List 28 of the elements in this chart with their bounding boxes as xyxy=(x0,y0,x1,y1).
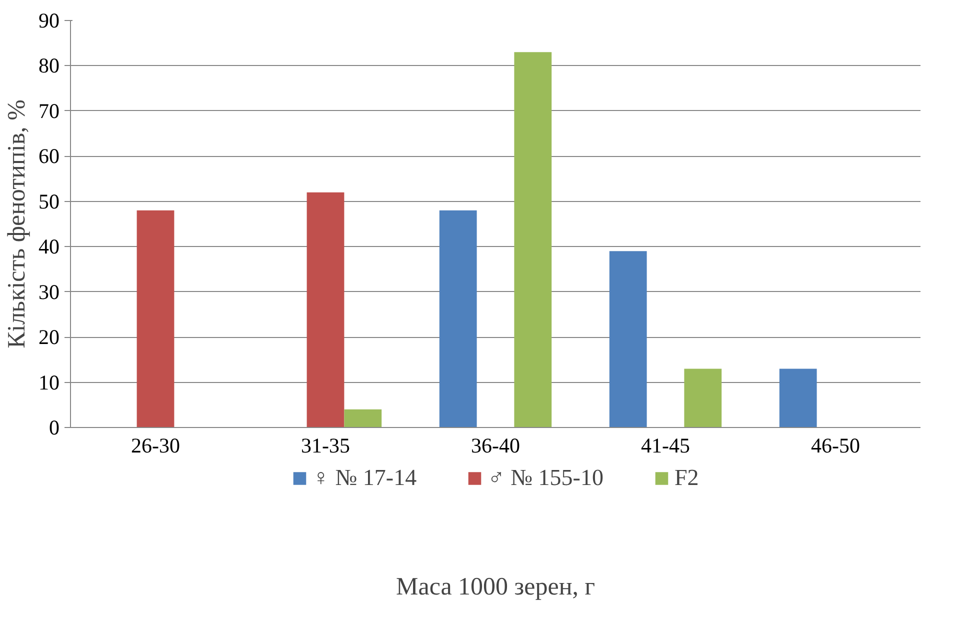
y-tick-label: 10 xyxy=(38,370,60,394)
x-tick-label: 36-40 xyxy=(471,434,520,458)
x-tick-label: 46-50 xyxy=(811,434,860,458)
legend-label: F2 xyxy=(674,465,699,491)
bar xyxy=(306,192,344,428)
x-tick-label: 31-35 xyxy=(301,434,350,458)
y-tick-label: 30 xyxy=(38,280,60,304)
bar xyxy=(136,210,174,428)
legend-label: ♂ № 155-10 xyxy=(488,465,604,491)
y-tick-label: 20 xyxy=(38,325,60,350)
x-tick-label: 26-30 xyxy=(131,434,180,458)
y-tick-label: 50 xyxy=(38,189,60,214)
bar xyxy=(344,409,382,428)
y-tick-label: 40 xyxy=(38,234,60,259)
y-tick-label: 0 xyxy=(49,416,60,440)
y-tick-label: 70 xyxy=(38,98,60,123)
legend-label: ♀ № 17-14 xyxy=(312,465,417,491)
y-tick-label: 90 xyxy=(38,8,60,32)
x-axis-title: Маса 1000 зерен, г xyxy=(396,574,596,600)
x-tick-label: 41-45 xyxy=(641,434,690,458)
bar xyxy=(779,368,817,428)
bar xyxy=(514,52,552,428)
y-tick-label: 60 xyxy=(38,144,60,168)
bar xyxy=(609,251,647,428)
y-tick-label: 80 xyxy=(38,54,60,78)
y-axis-title: Кількість фенотипів, % xyxy=(4,100,30,348)
bar xyxy=(439,210,477,428)
bar xyxy=(684,368,722,428)
